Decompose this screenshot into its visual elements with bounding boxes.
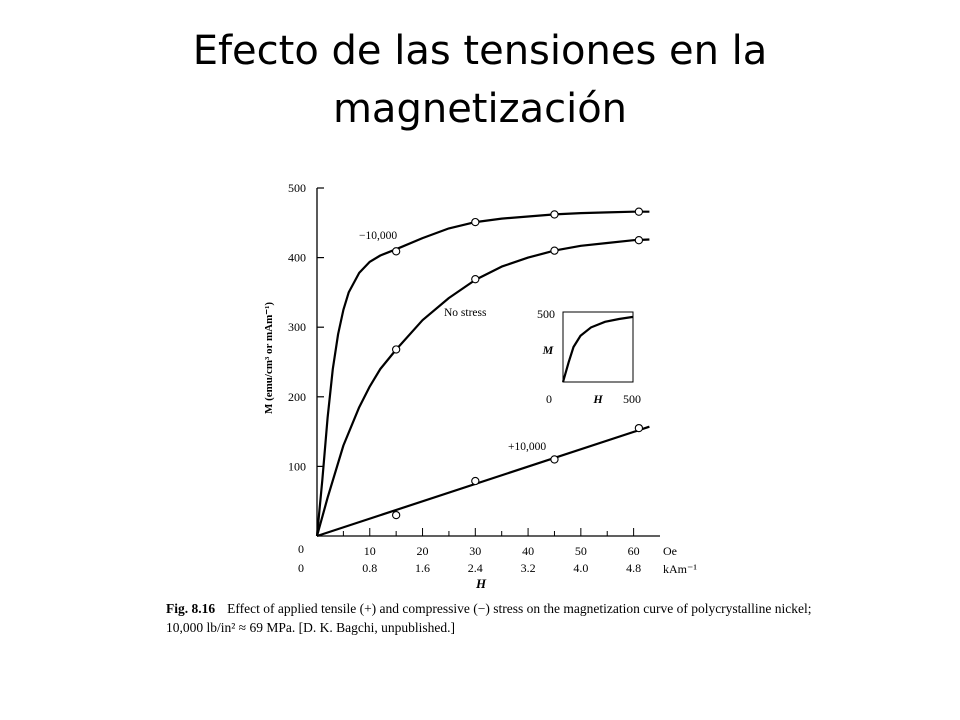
- figure-caption-label: Fig. 8.16: [166, 601, 216, 616]
- data-point: [392, 247, 401, 256]
- inset-x-min-label: 0: [546, 392, 552, 406]
- inset-x-max-label: 500: [623, 392, 641, 406]
- slide-title-line-2: magnetización: [332, 86, 628, 132]
- x-tick-label-secondary: 0: [298, 561, 304, 575]
- chart-series: [315, 207, 650, 538]
- slide-title: Efecto de las tensiones en la magnetizac…: [0, 22, 960, 138]
- x-tick-label-secondary: 4.0: [573, 561, 588, 575]
- inset-x-label: H: [592, 392, 603, 406]
- x-tick-label: 30: [469, 544, 481, 558]
- x-tick-label-secondary: 2.4: [468, 561, 483, 575]
- x-tick-label: 60: [628, 544, 640, 558]
- y-zero-label: 0: [298, 542, 304, 556]
- x-tick-label-secondary: 3.2: [521, 561, 536, 575]
- x-axis-title: H: [475, 576, 487, 591]
- x-tick-label: 40: [522, 544, 534, 558]
- inset-y-max-label: 500: [537, 307, 555, 321]
- chart-labels: −10,000 No stress +10,000: [359, 230, 546, 453]
- x-unit-secondary: kAm⁻¹: [663, 562, 697, 576]
- data-point: [550, 455, 559, 464]
- data-point: [471, 275, 480, 284]
- slide-title-line-1: Efecto de las tensiones en la: [192, 28, 768, 74]
- series-label: +10,000: [508, 441, 546, 453]
- inset-frame: [562, 311, 634, 383]
- data-point: [392, 345, 401, 354]
- inset-chart: 500 M 0 H 500: [537, 307, 641, 406]
- x-tick-label-secondary: 0.8: [362, 561, 377, 575]
- x-tick-label: 20: [417, 544, 429, 558]
- data-point: [471, 217, 480, 227]
- series-line: [315, 210, 650, 537]
- data-point: [550, 246, 559, 255]
- y-tick-label: 200: [288, 390, 306, 404]
- inset-curve: [561, 315, 634, 383]
- x-unit-primary: Oe: [663, 544, 677, 558]
- figure-caption-text: Effect of applied tensile (+) and compre…: [166, 601, 812, 635]
- y-tick-label: 100: [288, 459, 306, 473]
- data-point: [634, 423, 644, 433]
- inset-y-label: M: [542, 343, 554, 357]
- data-point: [550, 210, 559, 219]
- y-axis-title: M (emu/cm³ or mAm⁻¹): [263, 302, 275, 414]
- y-tick-label: 300: [288, 320, 306, 334]
- series-line: [316, 425, 650, 538]
- series-label: −10,000: [359, 230, 397, 242]
- y-tick-label: 500: [288, 181, 306, 195]
- figure-caption: Fig. 8.16 Effect of applied tensile (+) a…: [166, 599, 816, 637]
- data-point: [392, 510, 401, 520]
- chart-axes: 100 200 300 400 500 0 0 10 0.8 20 1.6 30 2.4 40 3.2 50 4…: [263, 181, 697, 591]
- x-tick-label-secondary: 1.6: [415, 561, 430, 575]
- x-tick-label: 50: [575, 544, 587, 558]
- series-line: [315, 238, 650, 537]
- data-point: [634, 207, 644, 216]
- x-tick-label-secondary: 4.8: [626, 561, 641, 575]
- y-tick-label: 400: [288, 251, 306, 265]
- data-point: [471, 476, 480, 486]
- data-point: [634, 236, 644, 245]
- x-tick-label: 10: [364, 544, 376, 558]
- series-label: No stress: [444, 307, 487, 319]
